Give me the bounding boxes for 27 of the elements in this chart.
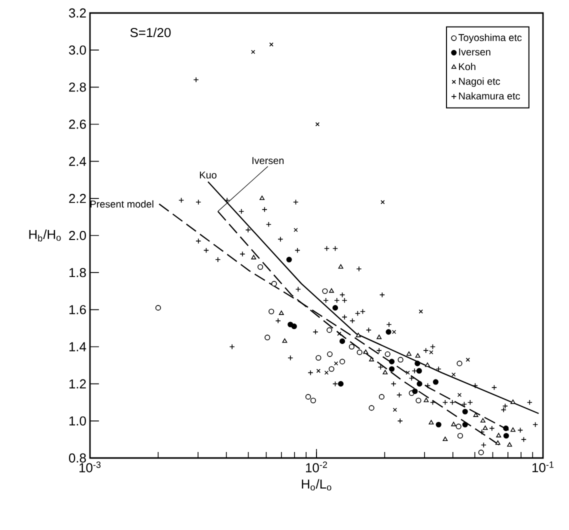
- y-tick-label: 2.2: [69, 194, 86, 203]
- annotation: S=1/20: [130, 28, 171, 38]
- y-tick-label: 1.6: [69, 305, 86, 314]
- y-tick-label: 0.8: [68, 453, 86, 463]
- legend-label: Koh: [459, 62, 476, 70]
- x-tick-label: 10$^{-3}$: [79, 462, 101, 472]
- legend-label: Nagoi etc: [459, 78, 500, 87]
- y-tick-label: 2.8: [69, 82, 86, 92]
- y-tick-label: 2.6: [69, 120, 86, 129]
- series-label: Kuo: [200, 172, 216, 179]
- y-tick-label: 1.2: [69, 379, 86, 388]
- x-tick-label: 10$^{-2}$: [306, 462, 328, 472]
- y-tick-label: 3.0: [68, 45, 86, 55]
- y-tick-label: 2.0: [69, 230, 86, 240]
- y-axis-title: H$_{b}$/H$_{o}$: [29, 230, 61, 242]
- x-axis-title: H$_{o}$/L$_{o}$: [302, 479, 332, 490]
- y-tick-label: 3.2: [68, 8, 86, 18]
- y-tick-label: 1.4: [69, 342, 86, 352]
- series-label: Present model: [90, 200, 154, 208]
- y-tick-label: 1.0: [69, 416, 86, 426]
- legend-label: Nakamura etc: [459, 92, 520, 100]
- y-tick-label: 2.4: [69, 156, 86, 166]
- x-tick-label: 10$^{-1}$: [532, 462, 554, 472]
- y-tick-label: 1.8: [69, 268, 86, 278]
- legend-label: Toyoshima etc: [458, 34, 522, 44]
- text: Iversen: [252, 157, 284, 164]
- legend-label: Iversen: [459, 48, 490, 56]
